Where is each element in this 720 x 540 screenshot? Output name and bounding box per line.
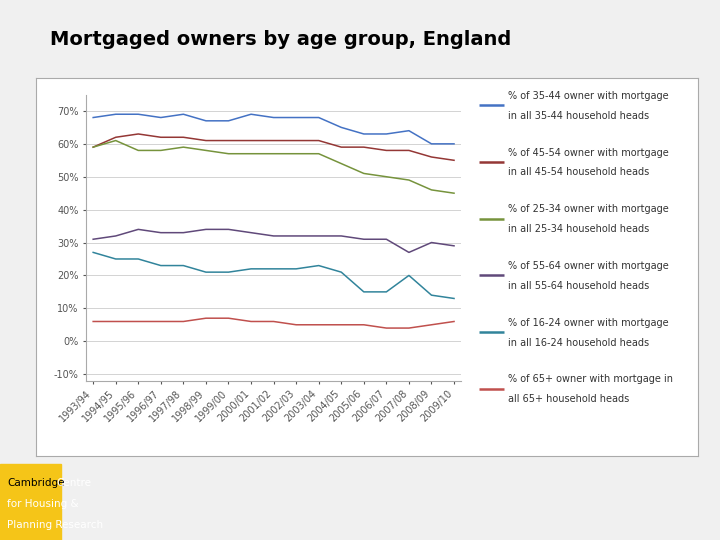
Text: Planning Research: Planning Research — [7, 520, 104, 530]
Text: Mortgaged owners by age group, England: Mortgaged owners by age group, England — [50, 30, 512, 49]
Text: in all 16-24 household heads: in all 16-24 household heads — [508, 338, 649, 348]
Text: for Housing &: for Housing & — [7, 500, 78, 509]
Text: in all 35-44 household heads: in all 35-44 household heads — [508, 111, 649, 121]
Bar — [0, 464, 61, 540]
Text: in all 25-34 household heads: in all 25-34 household heads — [508, 224, 649, 234]
Text: in all 55-64 household heads: in all 55-64 household heads — [508, 281, 649, 291]
Text: % of 55-64 owner with mortgage: % of 55-64 owner with mortgage — [508, 261, 668, 271]
Text: % of 25-34 owner with mortgage: % of 25-34 owner with mortgage — [508, 204, 668, 214]
Text: % of 16-24 owner with mortgage: % of 16-24 owner with mortgage — [508, 318, 668, 328]
Text: % of 65+ owner with mortgage in: % of 65+ owner with mortgage in — [508, 374, 672, 384]
Text: % of 35-44 owner with mortgage: % of 35-44 owner with mortgage — [508, 91, 668, 101]
Text: Centre: Centre — [56, 478, 91, 488]
Text: % of 45-54 owner with mortgage: % of 45-54 owner with mortgage — [508, 147, 668, 158]
Text: all 65+ household heads: all 65+ household heads — [508, 394, 629, 404]
Text: Cambridge: Cambridge — [7, 478, 65, 488]
Text: in all 45-54 household heads: in all 45-54 household heads — [508, 167, 649, 178]
